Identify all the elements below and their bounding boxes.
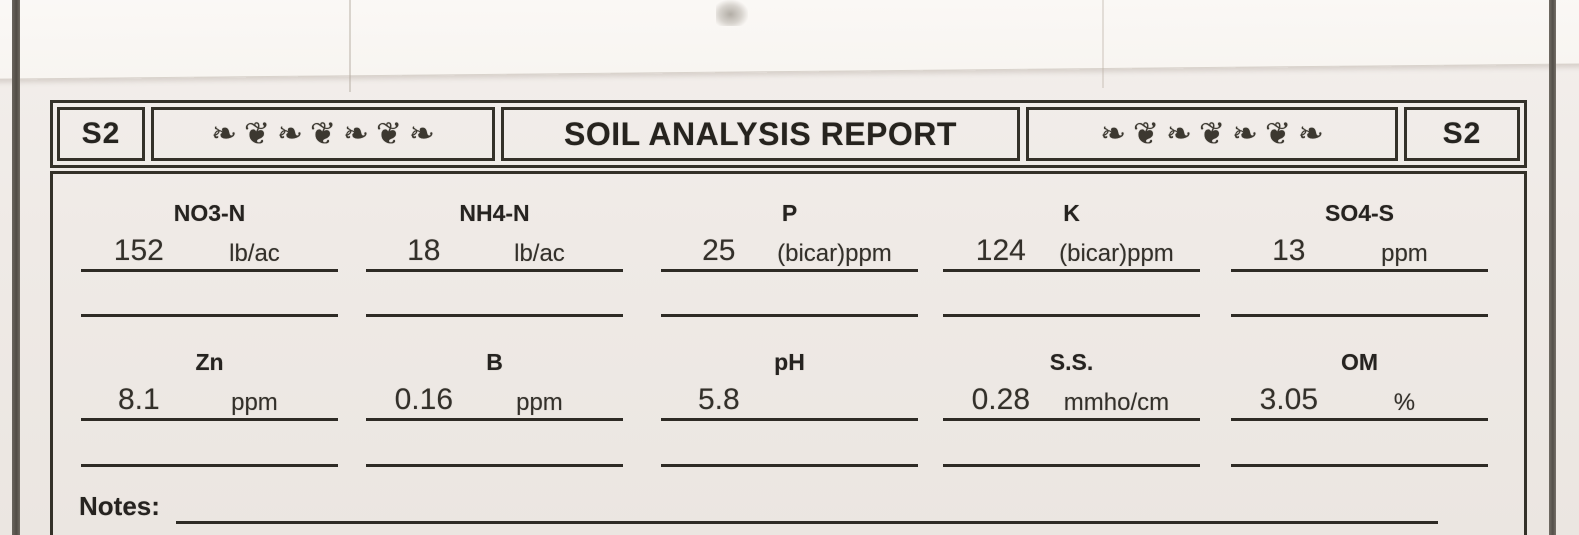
field-label: SO4-S: [1324, 200, 1395, 226]
blank-field-line: [661, 464, 918, 467]
field-label: P: [781, 200, 798, 226]
field-unit: mmho/cm: [1063, 388, 1170, 416]
field-ph: pH 5.8: [661, 347, 918, 421]
value-underline: 18 lb/ac: [366, 228, 623, 272]
blank-field-line: [1231, 464, 1488, 467]
value-underline: 0.28 mmho/cm: [943, 377, 1200, 421]
blank-field-line: [81, 314, 338, 317]
report-title-box: SOIL ANALYSIS REPORT: [501, 107, 1020, 161]
blank-field-line: [366, 464, 623, 467]
field-k: K 124 (bicar)ppm: [943, 198, 1200, 272]
field-label: pH: [774, 349, 805, 375]
notes-label: Notes:: [79, 491, 160, 521]
field-ss: S.S. 0.28 mmho/cm: [943, 347, 1200, 421]
field-value: 0.16: [394, 383, 454, 416]
field-nh4-n: NH4-N 18 lb/ac: [366, 198, 623, 272]
paper-crease: [1102, 0, 1104, 88]
smudge-mark: [716, 0, 748, 26]
field-unit: lb/ac: [229, 239, 280, 267]
results-panel: NO3-N 152 lb/ac NH4-N 18 lb/ac P 25 (bic…: [50, 171, 1527, 535]
fleuron-ornament: ❧❦❧❦❧❦❧: [211, 116, 442, 152]
field-value: 25: [702, 234, 736, 267]
field-so4-s: SO4-S 13 ppm: [1231, 198, 1488, 272]
field-label: OM: [1340, 349, 1379, 375]
field-value: 18: [407, 234, 441, 267]
field-label: NH4-N: [459, 200, 530, 226]
field-label: NO3-N: [173, 200, 246, 226]
ornament-band-left: ❧❦❧❦❧❦❧: [151, 107, 495, 161]
field-label: S.S.: [1049, 349, 1094, 375]
field-unit: ppm: [516, 388, 563, 416]
field-label: Zn: [195, 349, 224, 375]
field-label: B: [486, 349, 503, 375]
field-value: 13: [1272, 234, 1306, 267]
field-unit: lb/ac: [514, 239, 565, 267]
paper-crease: [349, 0, 351, 92]
blank-field-line: [943, 314, 1200, 317]
field-value: 5.8: [697, 383, 740, 416]
sample-id-text: S2: [1442, 117, 1482, 150]
report-header: S2 ❧❦❧❦❧❦❧ SOIL ANALYSIS REPORT ❧❦❧❦❧❦❧ …: [50, 100, 1527, 168]
value-underline: 5.8: [661, 377, 918, 421]
fleuron-ornament: ❧❦❧❦❧❦❧: [1100, 116, 1331, 152]
field-unit: ppm: [1381, 239, 1428, 267]
field-unit: %: [1393, 388, 1416, 416]
field-unit: ppm: [231, 388, 278, 416]
field-value: 152: [113, 234, 164, 267]
field-p: P 25 (bicar)ppm: [661, 198, 918, 272]
scan-edge-left: [12, 0, 20, 535]
value-underline: 3.05 %: [1231, 377, 1488, 421]
notes-blank-line: [175, 490, 1438, 524]
scan-edge-right: [1549, 0, 1556, 535]
field-unit: (bicar)ppm: [1059, 239, 1174, 267]
value-underline: 124 (bicar)ppm: [943, 228, 1200, 272]
value-underline: 13 ppm: [1231, 228, 1488, 272]
sample-id-badge-right: S2: [1404, 107, 1520, 161]
blank-field-line: [661, 314, 918, 317]
field-value: 124: [975, 234, 1026, 267]
field-b: B 0.16 ppm: [366, 347, 623, 421]
sample-id-text: S2: [81, 117, 121, 150]
field-no3-n: NO3-N 152 lb/ac: [81, 198, 338, 272]
value-underline: 8.1 ppm: [81, 377, 338, 421]
field-om: OM 3.05 %: [1231, 347, 1488, 421]
blank-field-line: [943, 464, 1200, 467]
value-underline: 25 (bicar)ppm: [661, 228, 918, 272]
ornament-band-right: ❧❦❧❦❧❦❧: [1026, 107, 1398, 161]
notes-section: Notes:: [79, 488, 1527, 524]
page-title: SOIL ANALYSIS REPORT: [564, 115, 957, 152]
paper-tear-strip: [0, 0, 1579, 80]
blank-field-line: [1231, 314, 1488, 317]
field-value: 8.1: [117, 383, 160, 416]
field-value: 0.28: [971, 383, 1031, 416]
value-underline: 152 lb/ac: [81, 228, 338, 272]
blank-field-line: [366, 314, 623, 317]
sample-id-badge-left: S2: [57, 107, 145, 161]
value-underline: 0.16 ppm: [366, 377, 623, 421]
field-zn: Zn 8.1 ppm: [81, 347, 338, 421]
field-unit: (bicar)ppm: [777, 239, 892, 267]
field-value: 3.05: [1259, 383, 1319, 416]
field-label: K: [1063, 200, 1080, 226]
blank-field-line: [81, 464, 338, 467]
